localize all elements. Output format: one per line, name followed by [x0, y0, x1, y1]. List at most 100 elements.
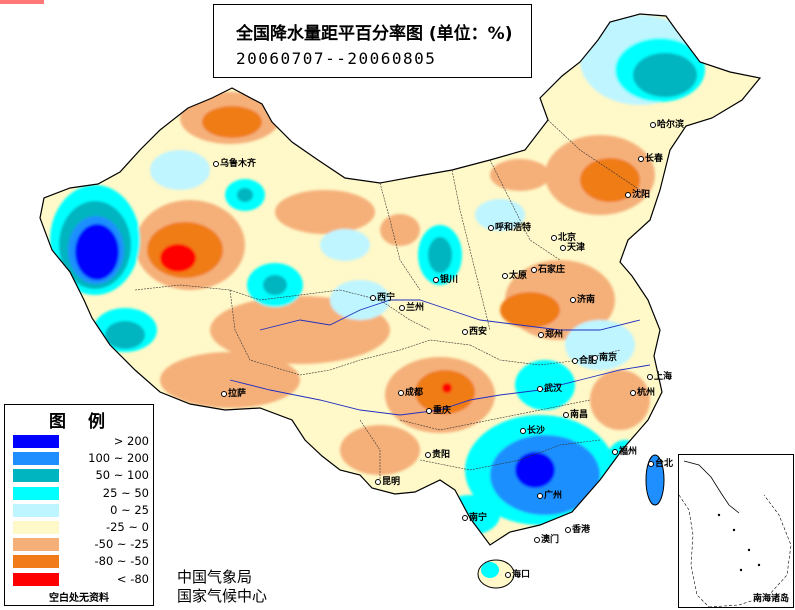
city-dot-icon [638, 155, 644, 162]
city-label: 杭州 [630, 385, 655, 398]
city-dot-icon [563, 411, 569, 418]
title-box: 全国降水量距平百分率图 (单位：%) 20060707--20060805 [213, 4, 532, 78]
city-label: 银川 [433, 272, 458, 285]
legend-range-label: < -80 [116, 571, 149, 586]
city-dot-icon [531, 266, 537, 273]
city-label: 郑州 [538, 327, 563, 340]
city-dot-icon [399, 304, 405, 311]
city-dot-icon [650, 121, 656, 128]
city-label: 香港 [565, 522, 590, 535]
city-name: 呼和浩特 [495, 223, 532, 233]
city-name: 台北 [655, 459, 674, 469]
city-label: 哈尔滨 [650, 117, 684, 130]
city-name: 乌鲁木齐 [220, 159, 257, 169]
city-name: 昆明 [382, 477, 401, 487]
city-dot-icon [592, 354, 598, 361]
city-label: 澳门 [534, 532, 559, 545]
legend-range-label: > 200 [113, 434, 149, 448]
city-dot-icon [648, 460, 654, 467]
org-cma: 中国气象局 [177, 568, 253, 586]
city-label: 南京 [592, 350, 617, 363]
country-boundary [39, 13, 762, 546]
city-name: 贵阳 [432, 450, 451, 460]
city-dot-icon [398, 389, 404, 396]
city-label: 海口 [505, 567, 530, 580]
legend-range-label: 25 ~ 50 [102, 485, 149, 500]
city-name: 海口 [512, 570, 531, 580]
city-dot-icon [462, 514, 468, 521]
city-label: 石家庄 [531, 262, 565, 275]
city-name: 西安 [469, 327, 488, 337]
city-dot-icon [433, 276, 439, 283]
legend-swatch [13, 503, 59, 517]
city-name: 南昌 [570, 410, 589, 420]
legend-range-label: 0 ~ 25 [110, 502, 149, 517]
city-dot-icon [502, 272, 508, 279]
legend-row: 50 ~ 100 [13, 468, 151, 483]
city-name: 济南 [577, 295, 596, 305]
city-name: 天津 [567, 243, 586, 253]
city-dot-icon [538, 331, 544, 338]
legend-swatch [13, 486, 59, 500]
city-label: 呼和浩特 [488, 220, 531, 233]
city-label: 长春 [638, 151, 663, 164]
city-dot-icon [505, 571, 511, 578]
city-dot-icon [462, 328, 468, 335]
city-label: 台北 [648, 456, 673, 469]
city-label: 成都 [398, 385, 423, 398]
legend-row: 25 ~ 50 [13, 485, 151, 501]
map-title: 全国降水量距平百分率图 (单位：%) [236, 24, 513, 44]
map-date-range: 20060707--20060805 [236, 49, 437, 68]
city-dot-icon [520, 427, 526, 434]
legend-row: 0 ~ 25 [13, 502, 151, 518]
legend-range-label: -50 ~ -25 [94, 537, 149, 552]
city-dot-icon [612, 448, 618, 455]
city-name: 北京 [558, 233, 577, 243]
hainan-wet-zone [481, 562, 499, 578]
city-label: 昆明 [375, 474, 400, 487]
city-dot-icon [537, 385, 543, 392]
legend: 图例 > 200 100 ~ 200 50 ~ 100 25 ~ 50 0 ~ 25 -2… [4, 404, 154, 606]
legend-range-label: -25 ~ 0 [105, 520, 149, 534]
legend-swatch [13, 469, 59, 483]
city-name: 拉萨 [228, 389, 247, 399]
city-dot-icon [213, 160, 219, 167]
legend-row: -50 ~ -25 [13, 537, 151, 552]
taiwan-island [645, 454, 665, 506]
city-dot-icon [534, 536, 540, 543]
legend-row: > 200 [13, 434, 151, 449]
city-dot-icon [488, 224, 494, 231]
city-name: 石家庄 [538, 265, 566, 275]
city-label: 天津 [560, 240, 585, 253]
city-label: 沈阳 [625, 187, 650, 200]
legend-swatch [13, 435, 59, 448]
city-label: 长沙 [520, 423, 545, 436]
city-name: 成都 [405, 388, 424, 398]
city-name: 广州 [544, 491, 563, 501]
inset-label: 南海诸岛 [752, 594, 789, 604]
city-name: 西宁 [377, 293, 396, 303]
city-name: 南京 [599, 353, 618, 363]
city-name: 沈阳 [632, 190, 651, 200]
city-label: 拉萨 [221, 386, 246, 399]
legend-note: 空白处无资料 [49, 593, 109, 604]
legend-swatch [13, 521, 59, 534]
city-label: 重庆 [426, 403, 451, 416]
city-label: 广州 [537, 488, 562, 501]
city-name: 银川 [440, 275, 459, 285]
city-label: 兰州 [399, 300, 424, 313]
city-dot-icon [425, 451, 431, 458]
city-dot-icon [551, 234, 557, 241]
rivers [229, 299, 651, 416]
city-name: 上海 [654, 372, 673, 382]
city-label: 上海 [647, 369, 672, 382]
org-ncc: 国家气候中心 [177, 587, 268, 605]
city-name: 合肥 [579, 356, 598, 366]
city-name: 太原 [509, 271, 528, 281]
city-dot-icon [625, 191, 631, 198]
city-label: 西安 [462, 324, 487, 337]
city-name: 香港 [572, 525, 591, 535]
city-name: 澳门 [541, 535, 560, 545]
city-dot-icon [630, 389, 636, 396]
